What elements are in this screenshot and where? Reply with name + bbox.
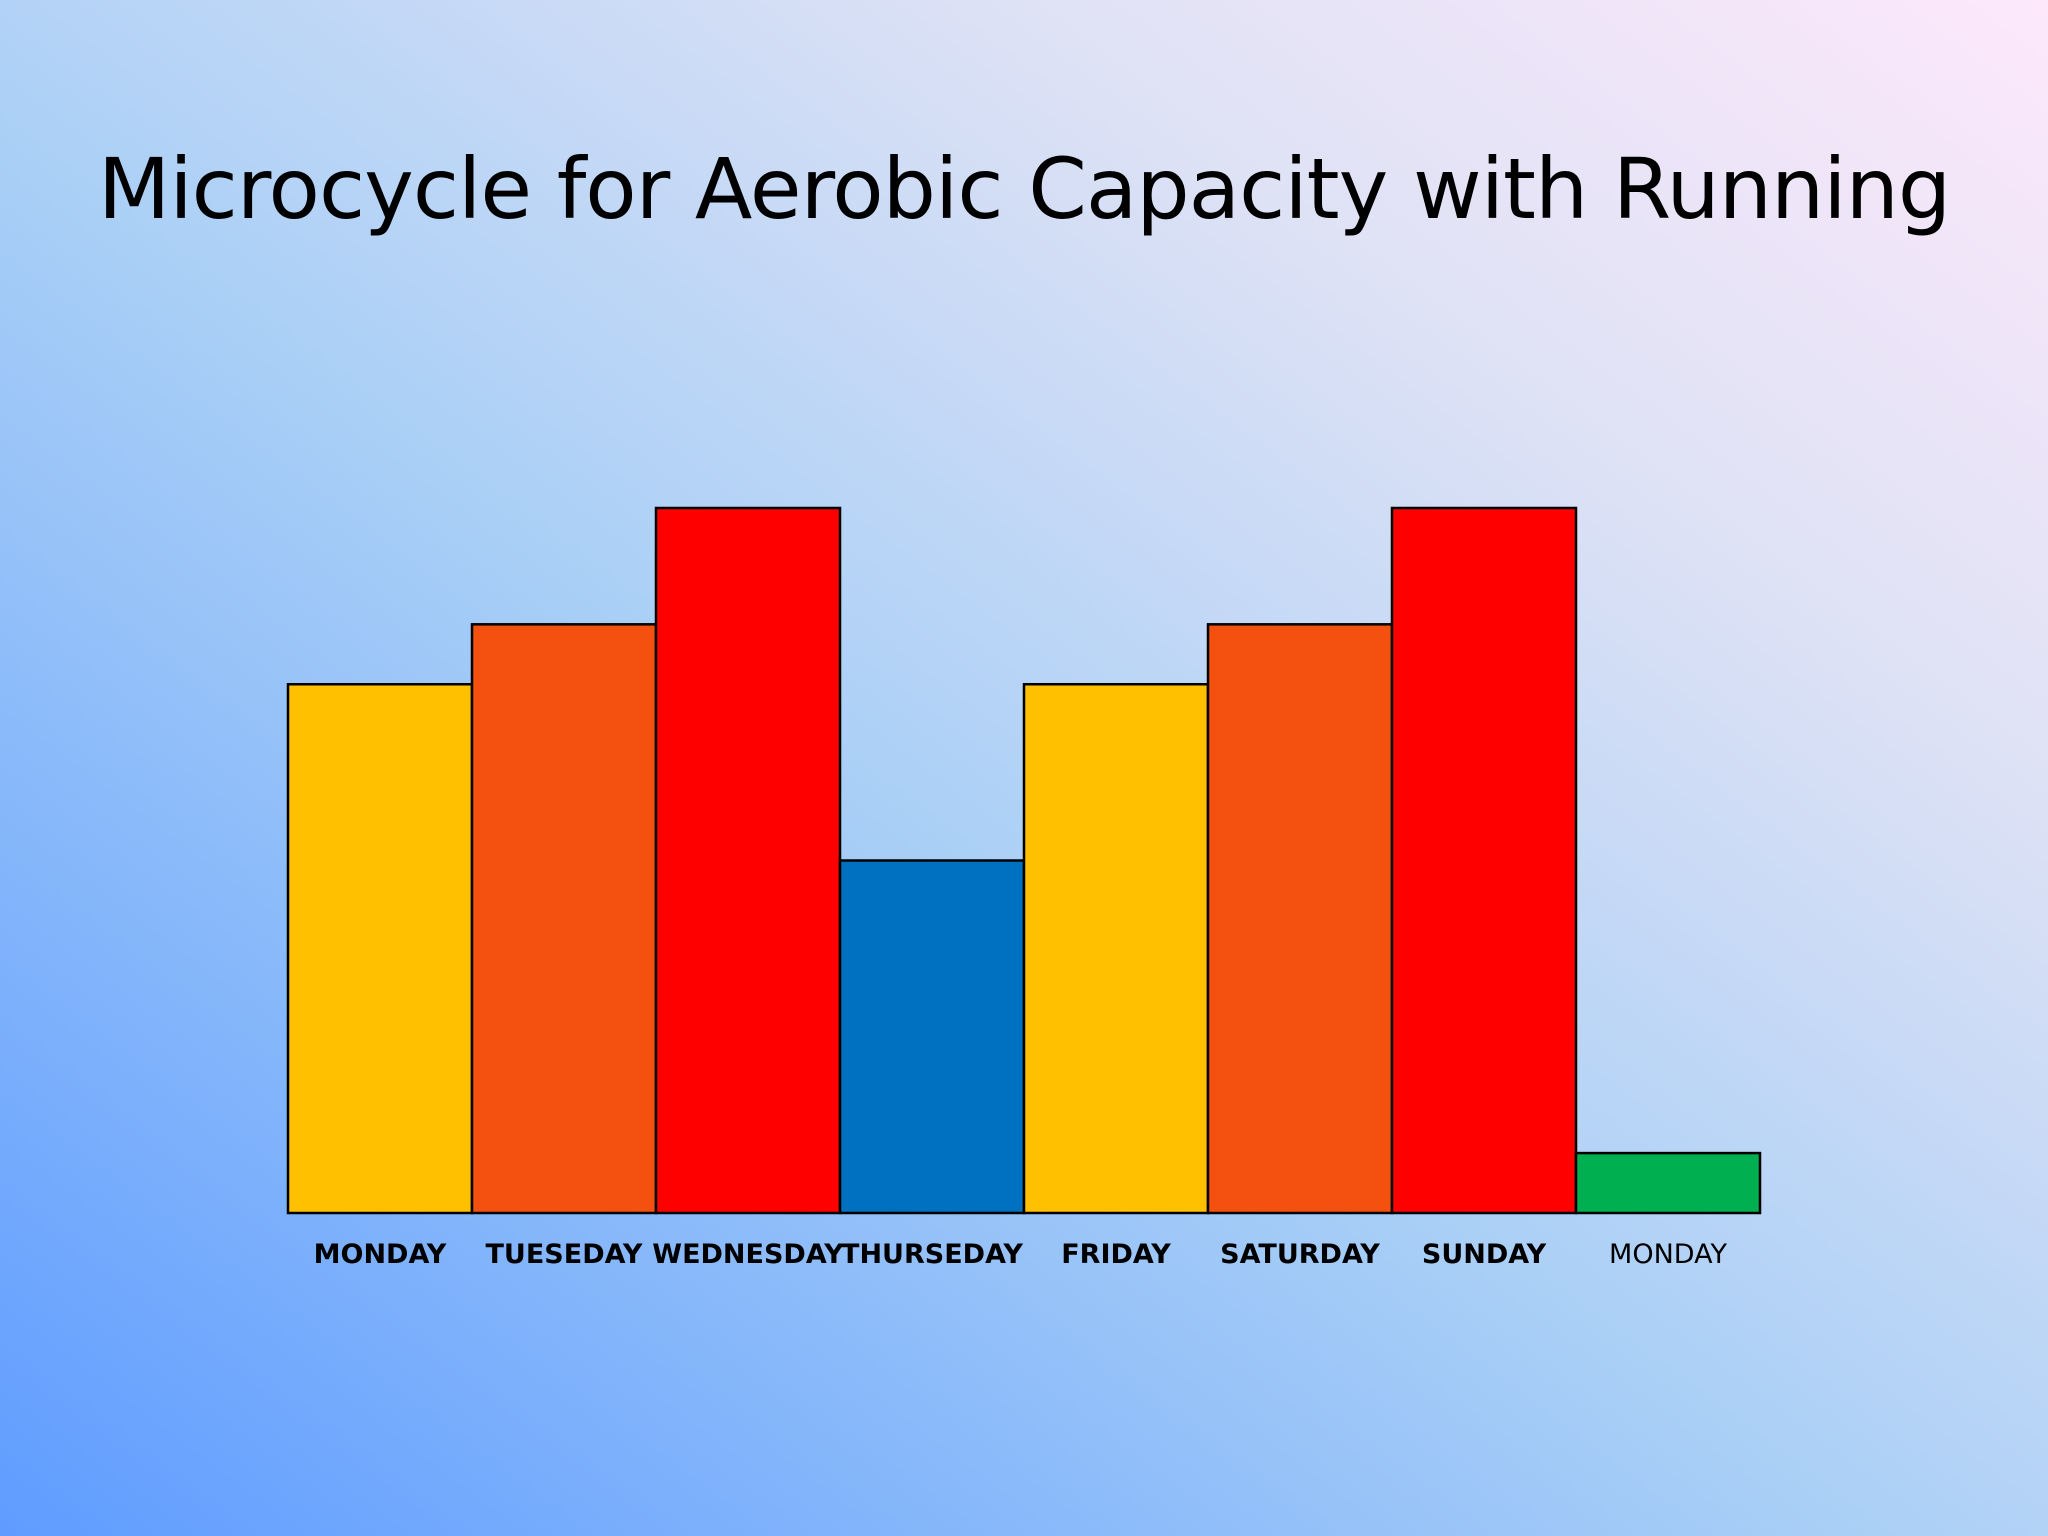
bar-1 xyxy=(286,683,474,1215)
bars-group xyxy=(286,506,1762,1215)
bar-4 xyxy=(838,859,1026,1215)
slide-title: Microcycle for Aerobic Capacity with Run… xyxy=(97,140,1951,238)
category-label-8: MONDAY xyxy=(1609,1239,1727,1270)
bar-6 xyxy=(1206,623,1394,1215)
bar-8 xyxy=(1574,1151,1762,1215)
bar-2 xyxy=(470,623,658,1215)
category-label-2: TUESEDAY xyxy=(486,1239,643,1270)
category-label-5: FRIDAY xyxy=(1061,1239,1171,1270)
category-label-6: SATURDAY xyxy=(1220,1239,1380,1270)
category-label-7: SUNDAY xyxy=(1422,1239,1547,1270)
category-label-1: MONDAY xyxy=(314,1239,447,1270)
category-label-4: THURSEDAY xyxy=(841,1239,1023,1270)
bar-5 xyxy=(1022,683,1210,1215)
bar-3 xyxy=(654,506,842,1215)
category-label-3: WEDNESDAY xyxy=(652,1239,844,1270)
bar-7 xyxy=(1390,506,1578,1215)
